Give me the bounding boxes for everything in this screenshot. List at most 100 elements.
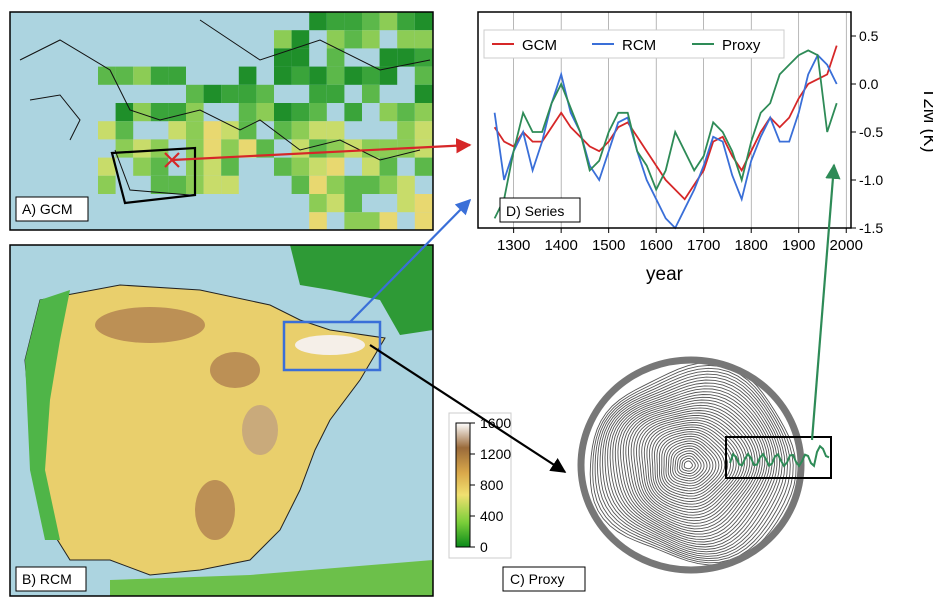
grid-cell [362, 212, 380, 230]
grid-cell [380, 158, 398, 176]
grid-cell [415, 194, 433, 212]
grid-cell [344, 194, 362, 212]
grid-cell [168, 121, 186, 139]
grid-cell [309, 103, 327, 121]
tick-label: 400 [480, 508, 504, 524]
grid-cell [344, 67, 362, 85]
grid-cell [362, 12, 380, 30]
mountains [195, 480, 235, 540]
ring [675, 451, 704, 479]
grid-cell [292, 176, 310, 194]
panel-label: A) GCM [22, 201, 73, 217]
grid-cell [186, 121, 204, 139]
panel-label: B) RCM [22, 571, 72, 587]
pyrenees [295, 335, 365, 355]
tick-label: 0 [480, 539, 488, 555]
panel-label: C) Proxy [510, 571, 564, 587]
grid-cell [274, 158, 292, 176]
grid-cell [292, 158, 310, 176]
grid-cell [344, 212, 362, 230]
grid-cell [309, 194, 327, 212]
grid-cell [309, 212, 327, 230]
grid-cell [274, 30, 292, 48]
grid-cell [116, 103, 134, 121]
grid-cell [221, 121, 239, 139]
ring [682, 458, 695, 471]
grid-cell [344, 103, 362, 121]
grid-cell [274, 48, 292, 66]
grid-cell [133, 158, 151, 176]
grid-cell [116, 121, 134, 139]
grid-cell [327, 121, 345, 139]
grid-cell [292, 121, 310, 139]
x-tick-label: 1700 [687, 237, 720, 254]
y-tick-label: 0.0 [859, 76, 879, 92]
grid-cell [397, 103, 415, 121]
grid-cell [292, 30, 310, 48]
grid-cell [204, 176, 222, 194]
ring [593, 365, 794, 562]
rcm-map [10, 245, 433, 596]
grid-cell [397, 12, 415, 30]
grid-cell [221, 158, 239, 176]
y-tick-label: -0.5 [859, 124, 883, 140]
grid-cell [344, 12, 362, 30]
grid-cell [186, 103, 204, 121]
grid-cell [415, 67, 433, 85]
grid-cell [397, 121, 415, 139]
grid-cell [362, 85, 380, 103]
grid-cell [168, 176, 186, 194]
grid-cell [415, 48, 433, 66]
ring [677, 453, 701, 476]
grid-cell [116, 67, 134, 85]
figure: A) GCM B) RCM C) Proxy 0 400 800 1200 1600 1… [0, 0, 933, 599]
grid-cell [327, 194, 345, 212]
grid-cell [309, 158, 327, 176]
grid-cell [151, 67, 169, 85]
x-tick-label: 1500 [592, 237, 625, 254]
grid-cell [327, 176, 345, 194]
grid-cell [362, 67, 380, 85]
tick-label: 1200 [480, 446, 511, 462]
tree-rings [581, 360, 831, 570]
grid-cell [415, 12, 433, 30]
grid-cell [415, 30, 433, 48]
grid-cell [415, 121, 433, 139]
tick-label: 800 [480, 477, 504, 493]
grid-cell [309, 12, 327, 30]
grid-cell [327, 12, 345, 30]
grid-cell [327, 158, 345, 176]
grid-cell [344, 176, 362, 194]
grid-cell [98, 121, 116, 139]
grid-cell [309, 176, 327, 194]
mountains [242, 405, 278, 455]
colorbar: 0 400 800 1200 1600 [449, 413, 511, 558]
grid-cell [221, 139, 239, 157]
grid-cell [397, 176, 415, 194]
x-tick-label: 2000 [830, 237, 863, 254]
colorbar-ramp [456, 423, 470, 547]
y-tick-label: -1.0 [859, 172, 883, 188]
grid-cell [292, 48, 310, 66]
grid-cell [133, 67, 151, 85]
ring [684, 461, 692, 469]
legend-label: RCM [622, 37, 656, 54]
grid-cell [204, 121, 222, 139]
grid-cell [221, 85, 239, 103]
grid-cell [292, 103, 310, 121]
tick-label: 1600 [480, 415, 511, 431]
grid-cell [204, 139, 222, 157]
grid-cell [415, 212, 433, 230]
grid-cell [239, 103, 257, 121]
grid-cell [221, 176, 239, 194]
grid-cell [415, 103, 433, 121]
grid-cell [256, 103, 274, 121]
legend-label: GCM [522, 37, 557, 54]
grid-cell [116, 139, 134, 157]
legend-label: Proxy [722, 37, 761, 54]
grid-cell [415, 158, 433, 176]
mountains [210, 352, 260, 388]
x-tick-label: 1400 [544, 237, 577, 254]
grid-cell [292, 67, 310, 85]
